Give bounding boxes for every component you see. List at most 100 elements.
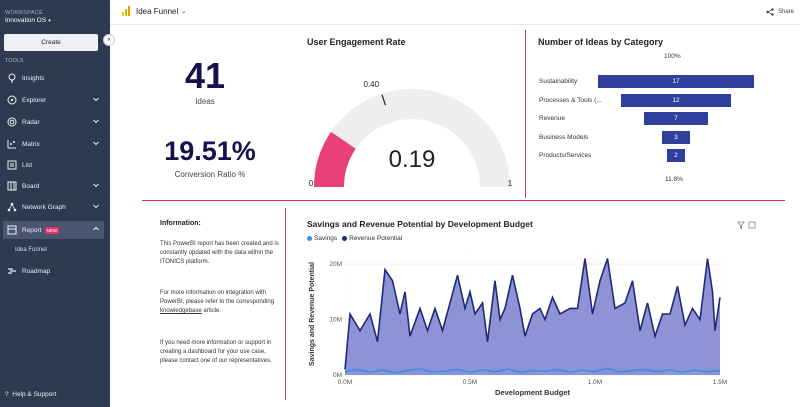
chevron-down-icon: ▾ xyxy=(48,18,51,24)
collapse-sidebar-button[interactable]: « xyxy=(103,34,115,46)
chevron-left-icon: « xyxy=(107,37,111,43)
x-tick-label: 0.5M xyxy=(463,379,477,386)
top-bar: Idea Funnel ⌄ Share xyxy=(110,0,800,25)
funnel-bar[interactable]: 17 xyxy=(598,75,754,88)
legend-dot-savings xyxy=(307,236,312,241)
gauge-target-marker xyxy=(381,94,386,106)
y-axis-label: Savings and Revenue Potential xyxy=(309,262,316,366)
divider xyxy=(525,30,526,198)
gauge-value: 0.19 xyxy=(389,146,436,173)
report-title: Idea Funnel xyxy=(136,6,179,16)
y-tick-label: 0M xyxy=(333,372,342,379)
chart-legend: Savings Revenue Potential xyxy=(307,235,402,242)
compass-icon xyxy=(7,95,17,105)
divider xyxy=(142,200,785,201)
chart-title: Savings and Revenue Potential by Develop… xyxy=(307,219,533,229)
sidebar-subitem-idea-funnel[interactable]: Idea Funnel xyxy=(15,247,47,253)
sidebar-item-network-graph[interactable]: Network Graph xyxy=(3,198,104,216)
expand-icon[interactable] xyxy=(748,221,756,229)
filter-icon[interactable] xyxy=(737,221,745,230)
sidebar-item-label: Roadmap xyxy=(22,267,51,275)
conversion-ratio-value: 19.51% xyxy=(164,136,256,166)
knowledgebase-link[interactable]: knowledgebase xyxy=(160,308,202,314)
sidebar-item-label: Insights xyxy=(22,74,45,82)
chevron-down-icon xyxy=(93,97,99,102)
workspace-selector[interactable]: Innovation OS ▾ xyxy=(5,17,51,24)
revenue-area xyxy=(345,258,720,375)
chevron-down-icon xyxy=(93,183,99,188)
chevron-down-icon: ⌄ xyxy=(181,8,187,15)
funnel-category-label: Revenue xyxy=(539,115,566,122)
share-icon xyxy=(766,8,774,16)
x-tick-label: 1.0M xyxy=(588,379,602,386)
chevron-up-icon xyxy=(93,226,99,231)
powerbi-icon xyxy=(122,6,130,16)
sidebar-item-label: Explorer xyxy=(22,96,47,104)
revenue-line xyxy=(344,258,721,370)
conversion-ratio-label: Conversion Ratio % xyxy=(174,170,246,179)
report-icon xyxy=(7,225,17,235)
funnel-bar[interactable]: 12 xyxy=(620,93,732,107)
gauge-track xyxy=(314,89,510,187)
sidebar-item-label: Board xyxy=(22,182,40,190)
funnel-title: Number of Ideas by Category xyxy=(538,37,664,47)
board-icon xyxy=(7,181,17,191)
engagement-gauge: 0.40 0.19 0 1 xyxy=(309,80,513,188)
chevron-down-icon xyxy=(93,141,99,146)
tools-label: TOOLS xyxy=(5,58,24,64)
network-graph-icon xyxy=(7,202,17,212)
gauge-title: User Engagement Rate xyxy=(307,37,406,47)
chevron-down-icon xyxy=(93,204,99,209)
matrix-icon xyxy=(7,140,16,149)
gauge-fill xyxy=(314,131,356,187)
sidebar-item-roadmap[interactable]: Roadmap xyxy=(3,262,104,280)
funnel-bottom-pct: 11.8% xyxy=(665,176,683,183)
ideas-label: Ideas xyxy=(195,97,215,106)
sidebar: WORKSPACE Innovation OS ▾ Create TOOLS In… xyxy=(0,0,110,407)
sidebar-item-label: List xyxy=(22,161,33,169)
gauge-target-label: 0.40 xyxy=(363,80,379,89)
sidebar-item-board[interactable]: Board xyxy=(3,177,104,195)
sidebar-item-radar[interactable]: Radar xyxy=(3,113,104,131)
legend-revenue: Revenue Potential xyxy=(349,235,403,242)
chart-toolbar xyxy=(737,221,756,230)
info-title: Information: xyxy=(160,220,201,227)
funnel-category-label: Business Models xyxy=(539,133,589,141)
sidebar-item-insights[interactable]: Insights xyxy=(3,69,104,87)
sidebar-item-label: Network Graph xyxy=(22,203,66,211)
create-button[interactable]: Create xyxy=(4,34,98,51)
help-support-link[interactable]: ? Help & Support xyxy=(5,391,56,398)
info-paragraph-2-text: For more information on integration with… xyxy=(160,290,275,305)
funnel-category-label: Processes & Tools (... xyxy=(539,96,602,104)
legend-dot-revenue xyxy=(342,236,348,241)
funnel-category-label: Sustainability xyxy=(539,78,578,85)
gauge-min-label: 0 xyxy=(309,179,314,188)
funnel-bar[interactable]: 7 xyxy=(643,112,709,125)
new-badge: NEW xyxy=(44,226,60,234)
share-label: Share xyxy=(777,9,794,15)
divider xyxy=(285,208,286,400)
workspace-name: Innovation OS xyxy=(5,17,47,24)
savings-line xyxy=(344,367,721,374)
share-button[interactable]: Share xyxy=(766,8,794,16)
sidebar-item-list[interactable]: List xyxy=(3,156,104,174)
legend-savings: Savings xyxy=(314,235,338,242)
report-selector[interactable]: Idea Funnel ⌄ xyxy=(122,6,186,16)
list-icon xyxy=(7,160,17,170)
workspace-label: WORKSPACE xyxy=(5,10,44,16)
funnel-bar[interactable]: 2 xyxy=(666,149,686,162)
info-paragraph-2-tail: article. xyxy=(201,308,222,314)
sidebar-item-report[interactable]: Report NEW xyxy=(3,221,104,239)
radar-icon xyxy=(7,117,17,127)
sidebar-item-matrix[interactable]: Matrix xyxy=(3,135,104,153)
funnel-bar[interactable]: 3 xyxy=(662,130,690,144)
y-tick-label: 20M xyxy=(329,261,342,268)
info-paragraph-2: For more information on integration with… xyxy=(160,289,282,316)
sidebar-item-label: Report xyxy=(22,226,42,234)
savings-revenue-chart: 0M 10M 20M 0.0M 0.5M 1.0M 1.5M Development Bud… xyxy=(309,253,727,397)
sidebar-item-label: Radar xyxy=(22,118,40,126)
info-paragraph-3: If you need more information or support … xyxy=(160,340,272,364)
funnel-category-label: Products/Services xyxy=(539,152,592,159)
help-icon: ? xyxy=(5,391,9,398)
sidebar-item-explorer[interactable]: Explorer xyxy=(3,91,104,109)
